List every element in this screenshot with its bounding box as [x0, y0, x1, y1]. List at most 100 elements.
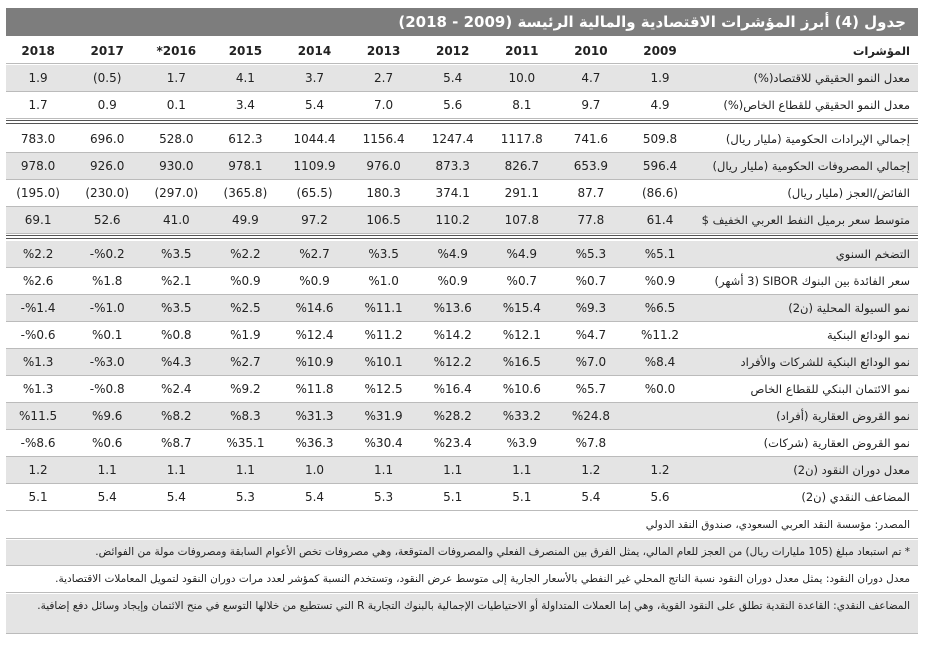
- cell-value: 7.0: [374, 98, 394, 112]
- row-label: معدل النمو الحقيقي للقطاع الخاص(%): [723, 98, 910, 112]
- cell-value: %2.4: [161, 382, 192, 396]
- cell-value: 10.0: [508, 71, 536, 85]
- cell-value: %1.3: [22, 355, 54, 369]
- header-year: 2010: [574, 44, 608, 58]
- footnote: المضاعف النقدي: القاعدة النقدية تطلق على…: [6, 594, 918, 634]
- cell-value: -%3.0: [89, 355, 125, 369]
- cell-value: %3.5: [368, 247, 399, 261]
- cell-value: %0.7: [575, 274, 607, 288]
- cell-value: 8.1: [512, 98, 532, 112]
- table-row: [6, 65, 918, 92]
- cell-value: 978.1: [228, 159, 263, 173]
- cell-value: (65.5): [296, 186, 333, 200]
- cell-value: %10.1: [364, 355, 403, 369]
- cell-value: %23.4: [433, 436, 472, 450]
- cell-value: %35.1: [226, 436, 265, 450]
- cell-value: 1.1: [235, 463, 255, 477]
- cell-value: 0.9: [97, 98, 117, 112]
- header-year: 2018: [21, 44, 55, 58]
- cell-value: 1.1: [97, 463, 117, 477]
- cell-value: %3.5: [161, 301, 192, 315]
- cell-value: %0.9: [644, 274, 676, 288]
- cell-value: 5.4: [304, 490, 325, 504]
- cell-value: %0.9: [437, 274, 468, 288]
- cell-value: %9.6: [91, 409, 123, 423]
- cell-value: 5.4: [166, 490, 186, 504]
- row-label: معدل النمو الحقيقي للاقتصاد(%): [753, 71, 910, 85]
- cell-value: 9.7: [581, 98, 601, 112]
- cell-value: 52.6: [93, 213, 121, 227]
- cell-value: 1247.4: [431, 132, 474, 146]
- cell-value: 978.0: [20, 159, 56, 173]
- cell-value: %8.3: [230, 409, 261, 423]
- cell-value: 976.0: [366, 159, 401, 173]
- cell-value: 5.1: [443, 490, 463, 504]
- header-year: 2009: [643, 44, 677, 58]
- cell-value: %24.8: [571, 409, 610, 423]
- cell-value: 4.1: [235, 71, 255, 85]
- footnote: معدل دوران النقود: يمثل معدل دوران النقو…: [6, 567, 918, 593]
- cell-value: 3.7: [304, 71, 325, 85]
- cell-value: %15.4: [502, 301, 541, 315]
- header-year: 2015: [228, 44, 263, 58]
- cell-value: 926.0: [90, 159, 125, 173]
- cell-value: %12.4: [295, 328, 334, 342]
- cell-value: 107.8: [504, 213, 539, 227]
- cell-value: 5.1: [28, 490, 48, 504]
- cell-value: 180.3: [366, 186, 401, 200]
- cell-value: %6.5: [644, 301, 676, 315]
- cell-value: 3.4: [235, 98, 255, 112]
- header-year: 2012: [435, 44, 470, 58]
- cell-value: (365.8): [223, 186, 268, 200]
- cell-value: 5.4: [443, 71, 463, 85]
- table-row: [6, 430, 918, 457]
- cell-value: 41.0: [162, 213, 190, 227]
- cell-value: %12.5: [364, 382, 403, 396]
- cell-value: 4.9: [650, 98, 670, 112]
- cell-value: 106.5: [366, 213, 401, 227]
- cell-value: (86.6): [641, 186, 679, 200]
- table-row: [6, 241, 918, 268]
- cell-value: (297.0): [154, 186, 199, 200]
- cell-value: %30.4: [364, 436, 403, 450]
- cell-value: %16.5: [502, 355, 541, 369]
- cell-value: 2.7: [374, 71, 394, 85]
- table-row: [6, 38, 918, 64]
- cell-value: 69.1: [24, 213, 52, 227]
- cell-value: %12.1: [502, 328, 541, 342]
- cell-value: 1.1: [512, 463, 532, 477]
- table-row: [6, 349, 918, 376]
- cell-value: 5.3: [235, 490, 255, 504]
- cell-value: %0.6: [91, 436, 123, 450]
- cell-value: %11.8: [295, 382, 334, 396]
- row-label: الفائض/العجز (مليار ريال): [787, 186, 910, 200]
- cell-value: %8.7: [161, 436, 192, 450]
- cell-value: %4.9: [437, 247, 468, 261]
- cell-value: %16.4: [433, 382, 472, 396]
- table-row: [6, 268, 918, 295]
- table-row: [6, 207, 918, 234]
- cell-value: %10.9: [295, 355, 334, 369]
- cell-value: %1.3: [22, 382, 54, 396]
- cell-value: %8.4: [644, 355, 676, 369]
- table-row: [6, 180, 918, 207]
- cell-value: %11.2: [640, 328, 680, 342]
- row-label: نمو الودائع البنكية للشركات والأفراد: [740, 355, 910, 369]
- cell-value: %0.1: [91, 328, 123, 342]
- cell-value: %0.9: [230, 274, 261, 288]
- section-separator: [6, 120, 918, 124]
- cell-value: 87.7: [577, 186, 605, 200]
- cell-value: 5.3: [374, 490, 394, 504]
- cell-value: 5.4: [581, 490, 601, 504]
- cell-value: 509.8: [642, 132, 678, 146]
- cell-value: -%1.0: [89, 301, 125, 315]
- cell-value: %3.5: [161, 247, 192, 261]
- cell-value: 1117.8: [500, 132, 543, 146]
- row-label: نمو القروض العقارية (شركات): [763, 436, 910, 450]
- cell-value: 49.9: [232, 213, 259, 227]
- cell-value: %4.3: [161, 355, 192, 369]
- row-label: نمو الودائع البنكية: [826, 328, 910, 342]
- cell-value: 826.7: [504, 159, 539, 173]
- cell-value: %1.0: [368, 274, 399, 288]
- cell-value: %0.0: [644, 382, 676, 396]
